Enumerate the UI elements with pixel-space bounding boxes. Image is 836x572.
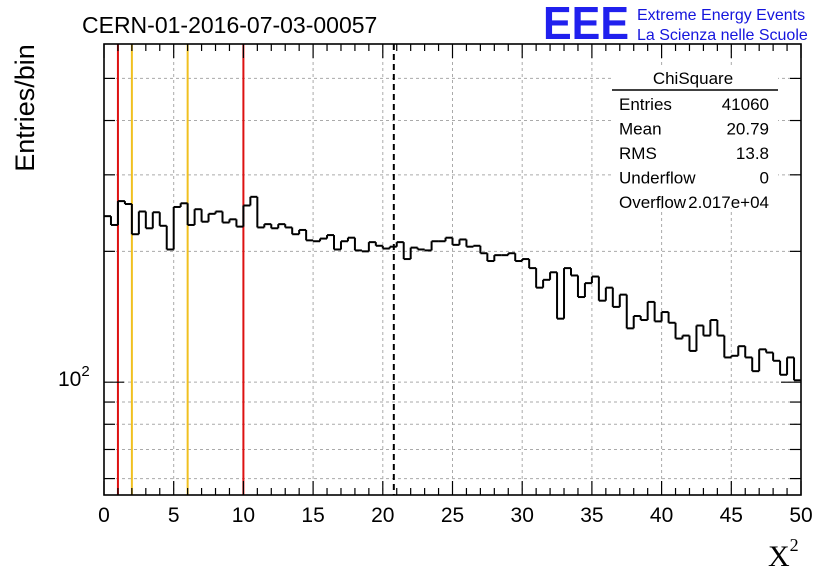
x-tick-label: 30 [511,504,534,527]
stats-row-value: 20.79 [726,120,769,139]
stats-row-label: Entries [619,95,672,114]
logo-mark: EEE [543,0,629,49]
x-tick-label: 20 [371,504,394,527]
x-tick-label: 15 [301,504,324,527]
stats-box: ChiSquare Entries 41060 Mean 20.79 RMS 13.8 Un… [612,68,778,212]
x-axis-label: X2 [768,535,799,572]
stats-row-value: 2.017e+04 [688,193,769,212]
logo-line-1: Extreme Energy Events [637,7,805,24]
stats-row-value: 13.8 [736,144,769,163]
x-tick-labels: 0 5 10 15 20 25 30 35 40 45 50 [98,504,813,527]
stats-row-label: Mean [619,120,662,139]
stats-row-label: RMS [619,144,657,163]
y-tick-base: 10 [58,368,81,391]
vertical-lines [116,44,395,495]
plot-frame [103,43,802,496]
y-tick-exp: 2 [81,363,89,380]
x-tick-label: 50 [789,504,812,527]
x-tick-label: 25 [441,504,464,527]
stats-title: ChiSquare [653,69,733,88]
histogram-bins [104,195,801,382]
x-tick-label: 40 [650,504,673,527]
chart-title: CERN-01-2016-07-03-00057 [82,12,377,38]
stats-row-value: 0 [760,169,769,188]
x-tick-label: 0 [98,504,110,527]
stats-row-label: Underflow [619,169,696,188]
stats-row-value: 41060 [722,95,769,114]
stats-row-label: Overflow [619,193,687,212]
y-tick-label: 102 [58,363,90,391]
stats-box-background [612,68,778,208]
stats-rows: Entries 41060 Mean 20.79 RMS 13.8 Underflow 0 Ov… [619,95,769,212]
x-tick-label: 5 [168,504,180,527]
axes [103,43,802,496]
logo-line-2: La Scienza nelle Scuole [637,27,808,44]
x-axis-label-sup: 2 [790,535,799,555]
grid [104,44,801,495]
eee-logo: EEE Extreme Energy Events La Scienza nel… [543,0,808,49]
x-tick-label: 35 [580,504,603,527]
x-tick-label: 10 [232,504,255,527]
x-tick-label: 45 [720,504,743,527]
y-axis-label: Entries/bin [10,44,40,172]
x-axis-label-base: X [768,540,790,572]
